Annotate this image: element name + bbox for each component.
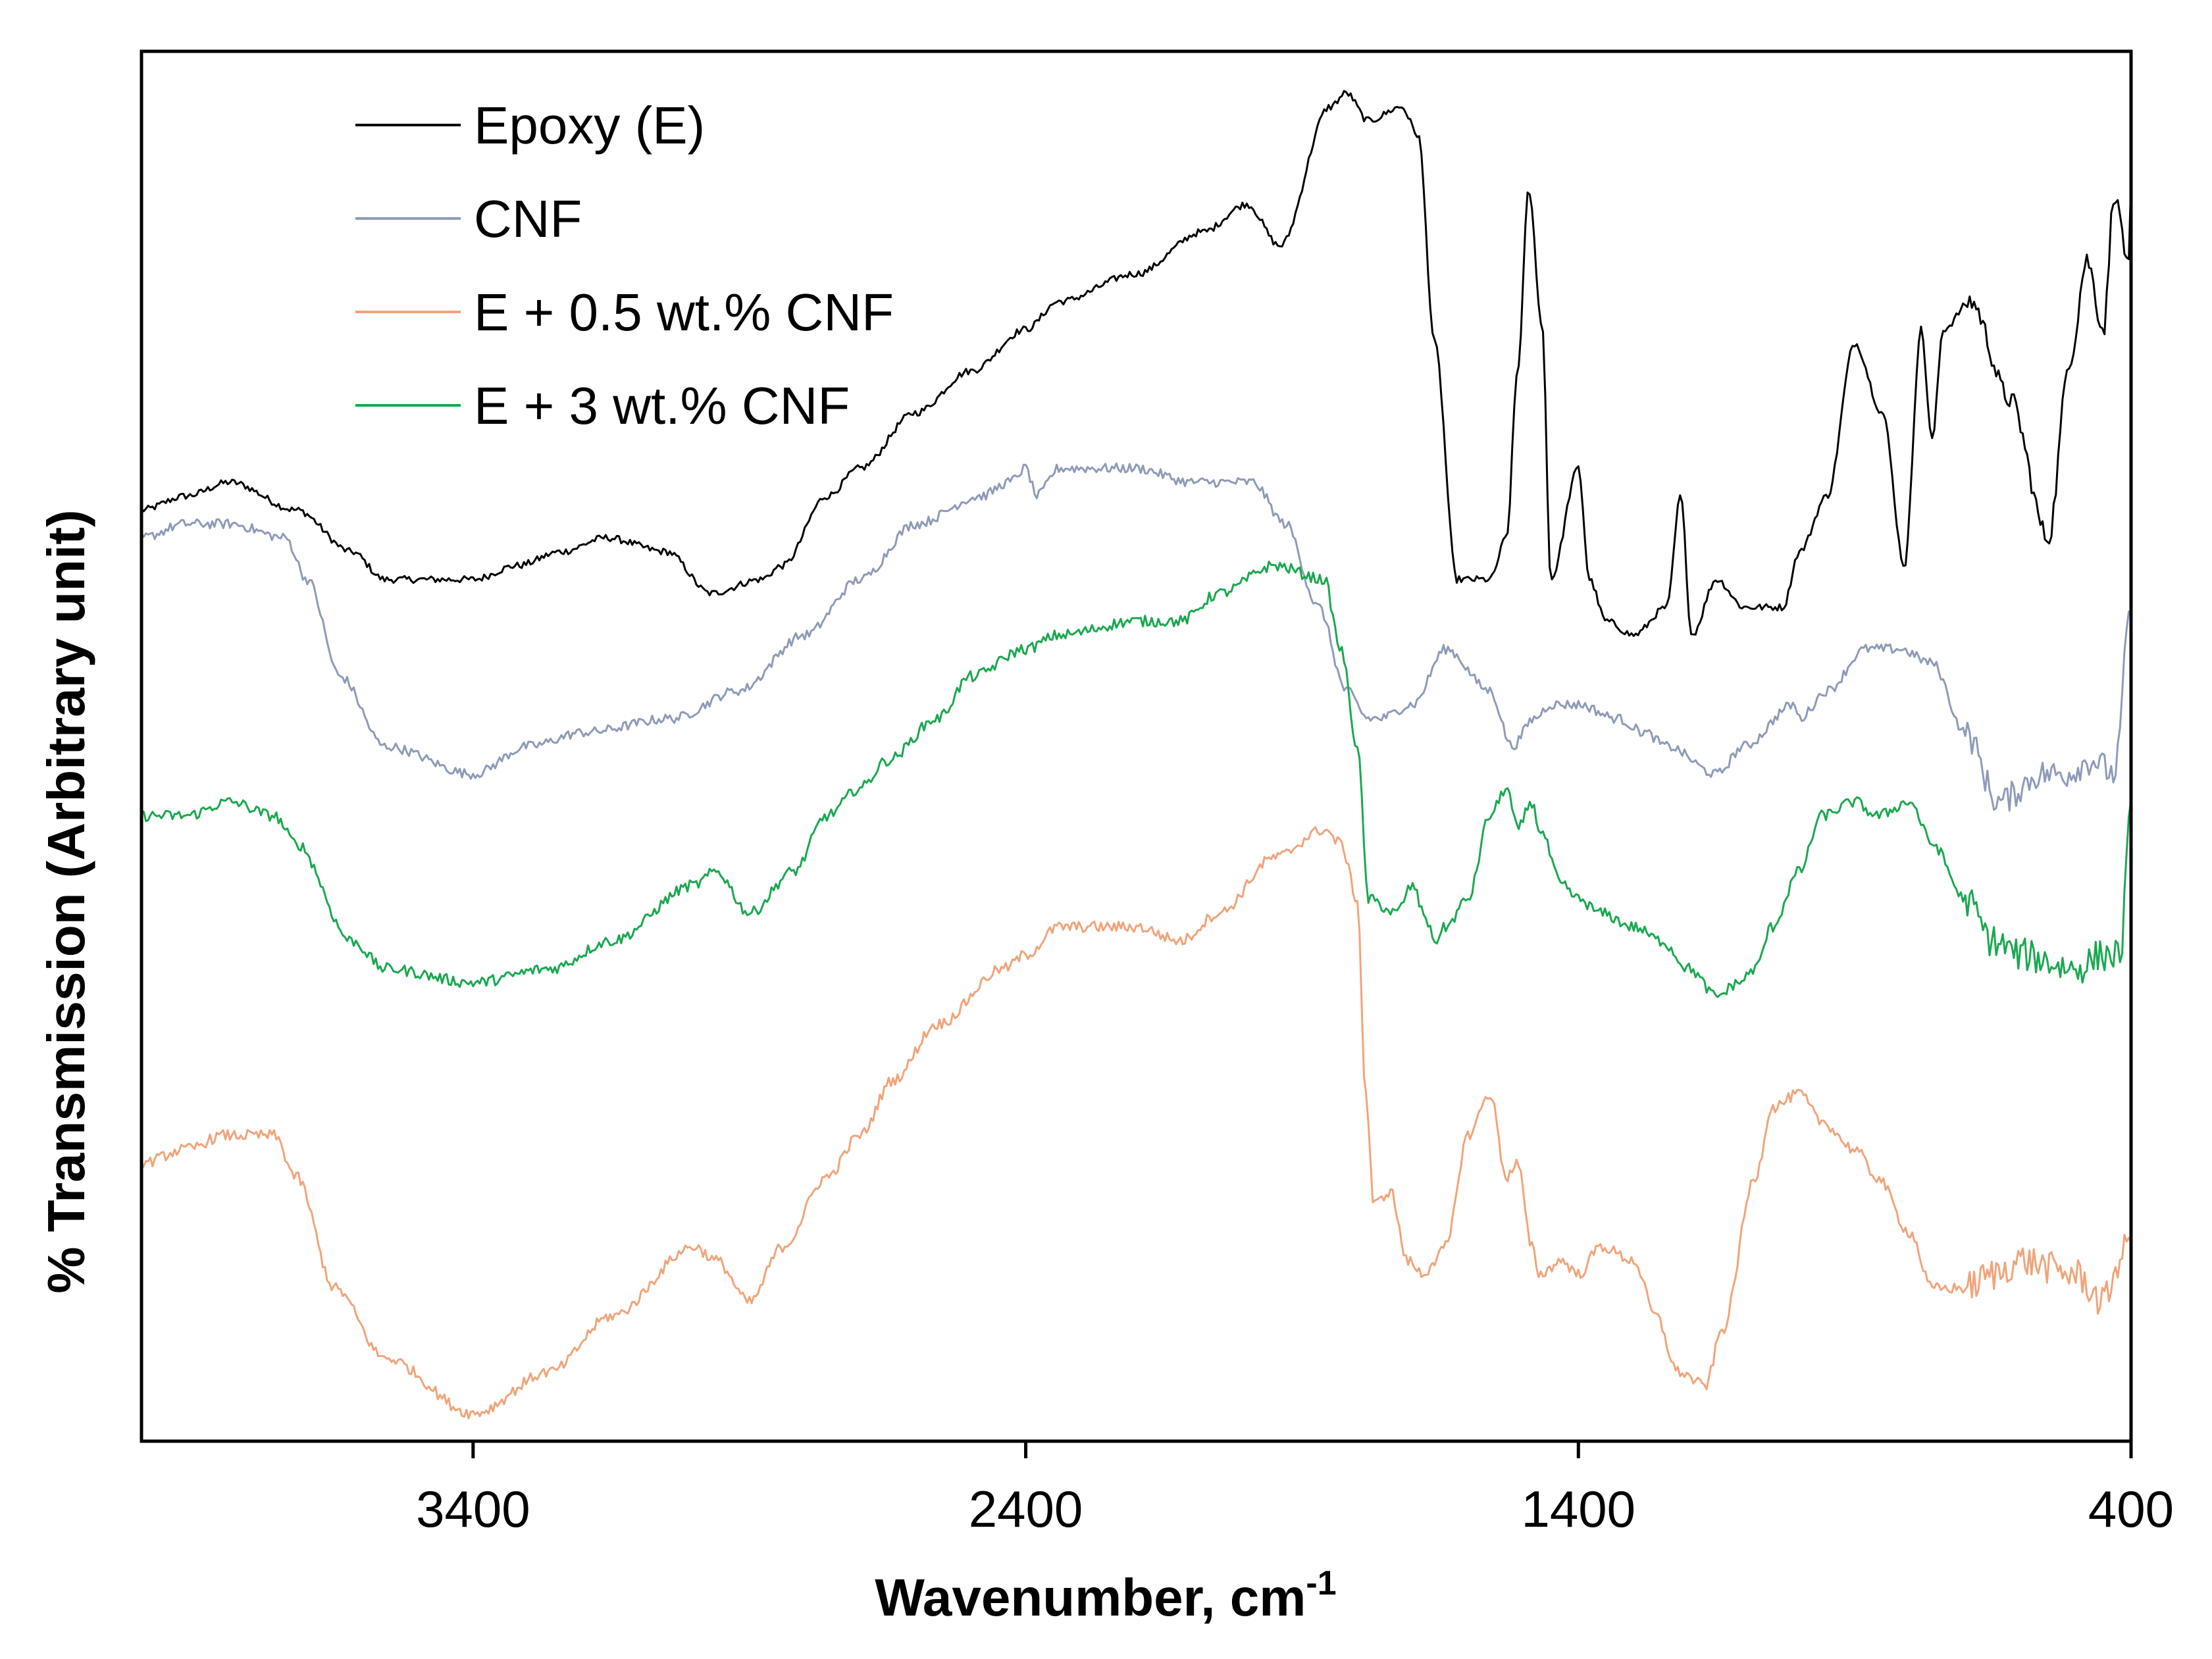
x-axis-title-superscript: -1: [1306, 1564, 1336, 1602]
legend-label: E + 0.5 wt.% CNF: [474, 283, 894, 342]
plot-frame: [140, 49, 2133, 1443]
y-axis-title: % Transmission (Arbitrary unit): [37, 509, 95, 1293]
x-tick-label: 2400: [969, 1480, 1083, 1538]
legend-label: Epoxy (E): [474, 96, 705, 155]
series-line: [140, 462, 2132, 812]
x-tick-label: 1400: [1522, 1480, 1636, 1538]
x-axis-title-main: Wavenumber, cm: [875, 1568, 1306, 1627]
x-axis: 3400 2400 1400 400: [416, 1441, 2174, 1538]
legend-label: CNF: [474, 190, 582, 248]
x-tick-label: 3400: [416, 1480, 530, 1538]
x-axis-title: Wavenumber, cm-1: [875, 1564, 1336, 1627]
series-line: [140, 89, 2132, 637]
series-line: [141, 560, 2132, 998]
legend-label: E + 3 wt.% CNF: [474, 376, 850, 435]
legend: Epoxy (E) CNF E + 0.5 wt.% CNF E + 3 wt.% C…: [355, 96, 894, 435]
plot-series: [140, 89, 2132, 1419]
x-tick-label: 400: [2088, 1480, 2174, 1538]
series-line: [140, 826, 2132, 1419]
